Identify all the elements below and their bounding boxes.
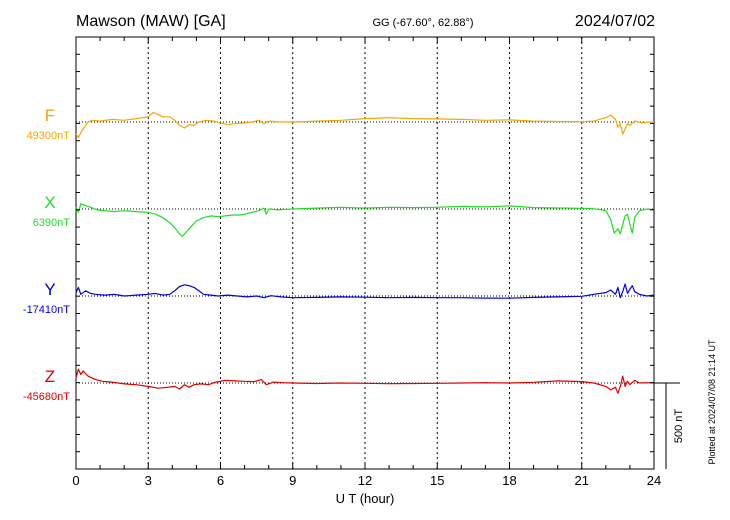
trace-f	[75, 111, 654, 139]
x-tick-label: 6	[217, 473, 224, 488]
scale-bar: 500 nT	[654, 382, 685, 469]
x-tick-label: 12	[358, 473, 372, 488]
traces	[75, 111, 655, 394]
trace-x	[75, 203, 655, 238]
x-tick-label: 18	[502, 473, 516, 488]
x-tick-label: 21	[575, 473, 589, 488]
series-name-y: Y	[44, 280, 55, 299]
x-tick-label: 15	[430, 473, 444, 488]
series-name-f: F	[45, 106, 55, 125]
trace-z	[75, 368, 655, 394]
x-tick-label: 9	[289, 473, 296, 488]
grid	[147, 37, 583, 469]
scale-bar-label: 500 nT	[673, 409, 685, 444]
plotted-timestamp: Plotted at 2024/07/08 21:14 UT	[707, 339, 717, 465]
x-tick-label: 3	[145, 473, 152, 488]
x-axis-label: U T (hour)	[336, 491, 395, 506]
baseline-label-x: 6390nT	[33, 217, 71, 229]
series-labels: F 49300nT X 6390nT Y -17410nT Z -45680nT	[23, 106, 70, 403]
series-name-x: X	[44, 193, 55, 212]
trace-y	[75, 283, 655, 299]
baseline-label-z: -45680nT	[23, 391, 70, 403]
baseline-label-y: -17410nT	[23, 304, 70, 316]
station-title: Mawson (MAW) [GA]	[76, 13, 226, 30]
station-coords: GG (-67.60°, 62.88°)	[372, 17, 473, 29]
chart-date: 2024/07/02	[575, 13, 655, 30]
x-axis: 0 3 6 9 12 15 18 21 24	[72, 36, 661, 488]
x-tick-label: 24	[647, 473, 661, 488]
series-name-z: Z	[45, 367, 55, 386]
baseline-label-f: 49300nT	[27, 130, 71, 142]
x-tick-label: 0	[72, 473, 79, 488]
